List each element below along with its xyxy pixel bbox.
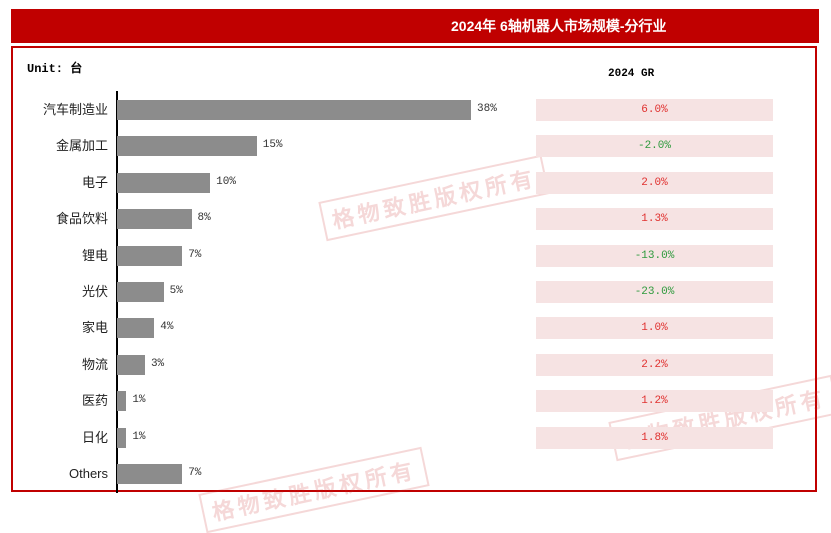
category-label: 医药	[81, 393, 108, 409]
bar	[117, 172, 211, 193]
bar	[117, 391, 127, 412]
bar	[117, 100, 471, 120]
bar-value-label: 7%	[188, 467, 202, 479]
bar-value-label: 38%	[477, 103, 497, 115]
bar	[117, 245, 183, 266]
category-label: 日化	[81, 429, 108, 445]
category-label: 电子	[81, 174, 108, 190]
gr-value-cell: 6.0%	[536, 99, 773, 121]
bar-value-label: 10%	[216, 175, 236, 188]
bar-value-label: 8%	[197, 212, 211, 225]
gr-value-cell: 2.2%	[536, 353, 773, 376]
bar	[117, 354, 145, 375]
bar	[117, 209, 192, 230]
bar-value-label: 7%	[188, 248, 202, 261]
gr-value-cell: 1.8%	[536, 426, 773, 449]
gr-value-cell: -23.0%	[536, 281, 773, 303]
bar	[117, 282, 164, 302]
bar-value-label: 1%	[132, 430, 146, 443]
bar	[117, 464, 183, 484]
category-label: 家电	[81, 320, 108, 336]
unit-label: Unit: 台	[27, 62, 83, 76]
bar	[117, 136, 257, 157]
gr-value-cell: 1.2%	[536, 390, 773, 413]
category-label: Others	[68, 466, 108, 481]
gr-value-cell: 2.0%	[536, 171, 773, 194]
gr-column-header: 2024 GR	[608, 68, 655, 80]
bar	[117, 427, 127, 448]
gr-value-cell: 1.3%	[536, 208, 773, 231]
category-label: 物流	[81, 356, 108, 372]
gr-value-cell: -13.0%	[536, 244, 773, 267]
bar-value-label: 5%	[169, 285, 183, 297]
category-label: 汽车制造业	[42, 102, 108, 117]
category-label: 金属加工	[55, 138, 108, 154]
bar-value-label: 3%	[150, 357, 165, 370]
category-label: 食品饮料	[55, 211, 108, 227]
category-label: 光伏	[81, 284, 108, 299]
bar-value-label: 1%	[132, 394, 146, 407]
title-bar: 2024年 6轴机器人市场规模-分行业	[11, 9, 819, 43]
gr-value-cell: -2.0%	[536, 135, 773, 158]
category-label: 锂电	[81, 247, 108, 263]
chart-title: 2024年 6轴机器人市场规模-分行业	[451, 18, 667, 34]
bar-value-label: 15%	[262, 139, 283, 152]
chart-frame	[11, 46, 817, 492]
bar	[117, 318, 155, 339]
gr-value-cell: 1.0%	[536, 317, 773, 340]
bar-value-label: 4%	[160, 321, 174, 334]
